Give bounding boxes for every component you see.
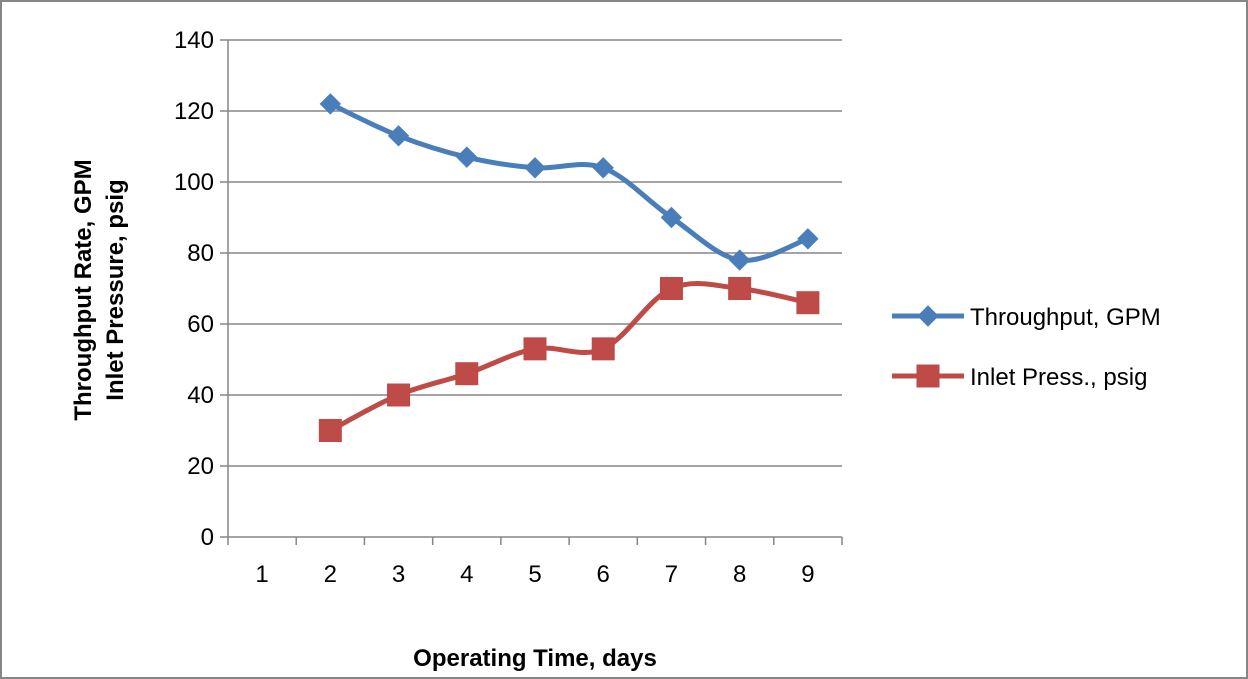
- x-tick-label: 3: [392, 561, 405, 588]
- y-tick-label: 100: [174, 169, 214, 196]
- data-point: [319, 93, 342, 115]
- legend-marker: [916, 364, 940, 388]
- data-point: [728, 277, 752, 300]
- data-point: [796, 291, 820, 315]
- legend-item: Inlet Press., psig: [892, 364, 1147, 391]
- data-point: [660, 206, 683, 229]
- tick-labels: 0 20 40 60 80 100 120 140 1 2 3 4 5 6 7 8 9: [174, 27, 815, 588]
- data-point: [797, 228, 819, 250]
- x-axis-title: Operating Time, days: [413, 645, 657, 672]
- data-point: [455, 362, 479, 386]
- gridlines: [228, 39, 842, 467]
- data-point: [456, 146, 478, 168]
- data-point: [318, 419, 342, 442]
- data-point: [592, 157, 614, 179]
- y-axis-title-line-2: Inlet Pressure, psig: [102, 179, 129, 400]
- x-tick-label: 1: [255, 561, 268, 588]
- series: [318, 93, 820, 442]
- y-tick-label: 140: [174, 27, 214, 54]
- data-point: [387, 125, 410, 147]
- x-tick-label: 4: [460, 561, 473, 588]
- data-point: [591, 337, 615, 361]
- x-tick-label: 6: [597, 561, 610, 588]
- x-tick-label: 8: [733, 561, 746, 588]
- y-tick-label: 60: [187, 311, 214, 338]
- data-point: [659, 277, 683, 300]
- x-tick-label: 7: [665, 561, 678, 588]
- y-axis-title-line-1: Throughput Rate, GPM: [70, 159, 97, 420]
- y-tick-label: 0: [201, 524, 214, 551]
- y-tick-label: 40: [187, 382, 214, 409]
- legend-marker: [917, 305, 939, 327]
- legend-label: Inlet Press., psig: [970, 364, 1147, 391]
- y-axis-title: Throughput Rate, GPM Inlet Pressure, psi…: [70, 159, 129, 420]
- data-point: [728, 249, 751, 271]
- y-tick-label: 80: [187, 240, 214, 267]
- x-tick-label: 5: [528, 561, 541, 588]
- x-tick-label: 2: [324, 561, 337, 588]
- x-tick-label: 9: [801, 561, 814, 588]
- series-inlet-pressure: [318, 277, 820, 442]
- axes: [220, 39, 843, 545]
- data-point: [524, 157, 546, 179]
- data-point: [387, 383, 411, 407]
- legend: Throughput, GPM Inlet Press., psig: [892, 304, 1161, 391]
- legend-label: Throughput, GPM: [970, 304, 1161, 331]
- legend-item: Throughput, GPM: [892, 304, 1161, 331]
- y-tick-label: 20: [187, 453, 214, 480]
- y-tick-label: 120: [174, 98, 214, 125]
- data-point: [523, 337, 547, 361]
- series-throughput: [319, 93, 819, 271]
